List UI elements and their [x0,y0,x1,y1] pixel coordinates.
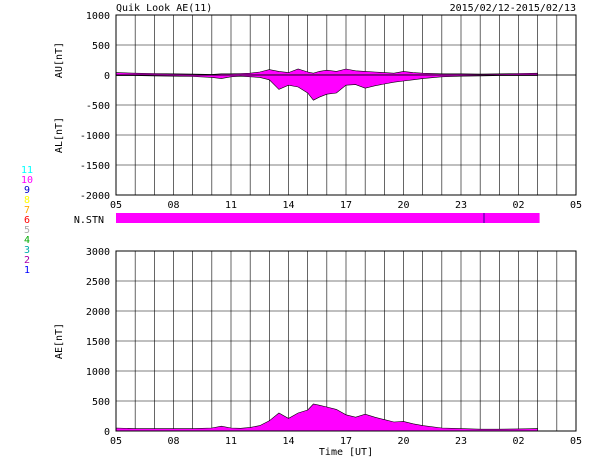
y-tick-label: -2000 [80,191,110,202]
upper-panel-grid [115,14,577,196]
station-legend-entry: 6 [24,215,30,226]
au-series-area [115,68,539,76]
x-tick-label: 02 [512,200,524,211]
station-legend-entry: 11 [21,165,33,176]
y-tick-label: -1000 [80,131,110,142]
y-tick-label: 0 [104,71,110,82]
station-legend-entry: 8 [24,195,30,206]
y-tick-label: 2500 [86,277,110,288]
x-tick-label: 05 [570,436,582,447]
chart-title: Quik Look AE(11) [116,3,212,14]
time-axis-label: Time [UT] [319,447,373,458]
au-axis-label: AU[nT] [54,42,65,78]
x-tick-label: 14 [282,200,294,211]
station-legend-entry: 10 [21,175,33,186]
station-legend-entry: 5 [24,225,30,236]
x-tick-label: 20 [397,200,409,211]
x-tick-label: 17 [340,200,352,211]
upper-panel-frame [115,14,577,196]
y-tick-label: 500 [92,397,110,408]
y-tick-label: 2000 [86,307,110,318]
x-tick-label: 02 [512,436,524,447]
y-tick-label: 1000 [86,11,110,22]
x-tick-label: 08 [167,200,179,211]
x-tick-label: 11 [225,436,237,447]
x-tick-label: 05 [570,200,582,211]
al-axis-label: AL[nT] [54,117,65,153]
date-range: 2015/02/12-2015/02/13 [450,3,576,14]
lower-panel-frame [115,250,577,432]
x-tick-label: 05 [110,200,122,211]
ae-series-area [115,403,539,432]
station-label: N.STN [74,215,104,226]
x-tick-label: 05 [110,436,122,447]
station-legend-entry: 7 [24,205,30,216]
station-legend-entry: 9 [24,185,30,196]
x-tick-label: 20 [397,436,409,447]
lower-panel-grid [115,250,577,432]
station-legend-entry: 1 [24,265,30,276]
x-tick-label: 08 [167,436,179,447]
ae-axis-label: AE[nT] [54,323,65,359]
x-tick-label: 23 [455,200,467,211]
y-tick-label: 1000 [86,367,110,378]
y-tick-label: -1500 [80,161,110,172]
x-tick-label: 23 [455,436,467,447]
station-legend-entry: 4 [24,235,30,246]
y-tick-label: 0 [104,427,110,438]
station-legend-entry: 3 [24,245,30,256]
x-tick-label: 11 [225,200,237,211]
y-tick-label: -500 [86,101,110,112]
station-count-bar [116,213,540,223]
station-legend-entry: 2 [24,255,30,266]
x-tick-label: 14 [282,436,294,447]
y-tick-label: 3000 [86,247,110,258]
y-tick-label: 500 [92,41,110,52]
al-series-area [115,74,539,101]
x-tick-label: 17 [340,436,352,447]
y-tick-label: 1500 [86,337,110,348]
